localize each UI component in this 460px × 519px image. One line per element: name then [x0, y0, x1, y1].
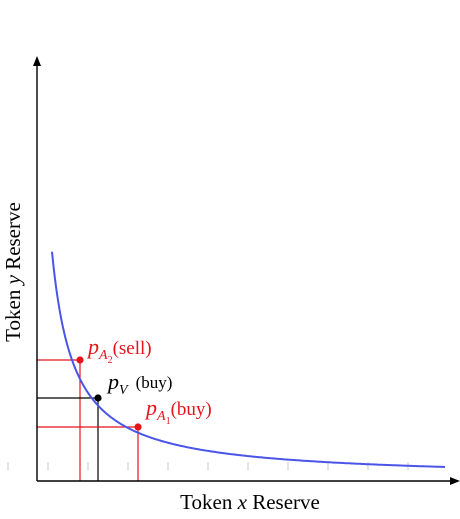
- point-a2-sub: A: [98, 348, 108, 363]
- point-v-dot: [94, 394, 102, 402]
- point-a1-dot: [134, 423, 142, 431]
- point-v-tag: (buy): [136, 373, 173, 392]
- axes: [33, 56, 460, 485]
- point-a2-symbol: p: [86, 334, 99, 359]
- point-v-sub: V: [119, 383, 129, 398]
- point-a1-label: pA1(buy): [144, 395, 212, 427]
- point-a1-tag: (buy): [171, 399, 212, 420]
- y-axis-title-var: y: [1, 274, 25, 286]
- x-axis-title-prefix: Token: [180, 490, 237, 514]
- y-axis-title-suffix: Reserve: [1, 202, 25, 275]
- point-a2-dot: [76, 356, 84, 364]
- x-axis-ticks: [7, 462, 409, 470]
- x-axis-title-suffix: Reserve: [247, 490, 320, 514]
- x-axis-arrow: [450, 477, 460, 485]
- x-axis-title: Token x Reserve: [180, 490, 320, 514]
- point-a2-label: pA2(sell): [86, 334, 152, 366]
- point-a2-subsub: 2: [108, 355, 113, 366]
- point-a1-symbol: p: [144, 395, 157, 420]
- y-axis-title-prefix: Token: [1, 284, 25, 341]
- y-axis-arrow: [33, 56, 41, 66]
- y-axis-title: Token y Reserve: [1, 202, 25, 342]
- point-v-symbol: p: [106, 369, 119, 394]
- x-axis-title-var: x: [237, 490, 248, 514]
- point-v-label: pV (buy): [106, 369, 172, 398]
- point-a1-sub: A: [156, 409, 166, 424]
- constant-product-curve: [51, 251, 446, 468]
- point-a2-tag: (sell): [113, 338, 152, 359]
- point-a1-subsub: 1: [166, 416, 171, 427]
